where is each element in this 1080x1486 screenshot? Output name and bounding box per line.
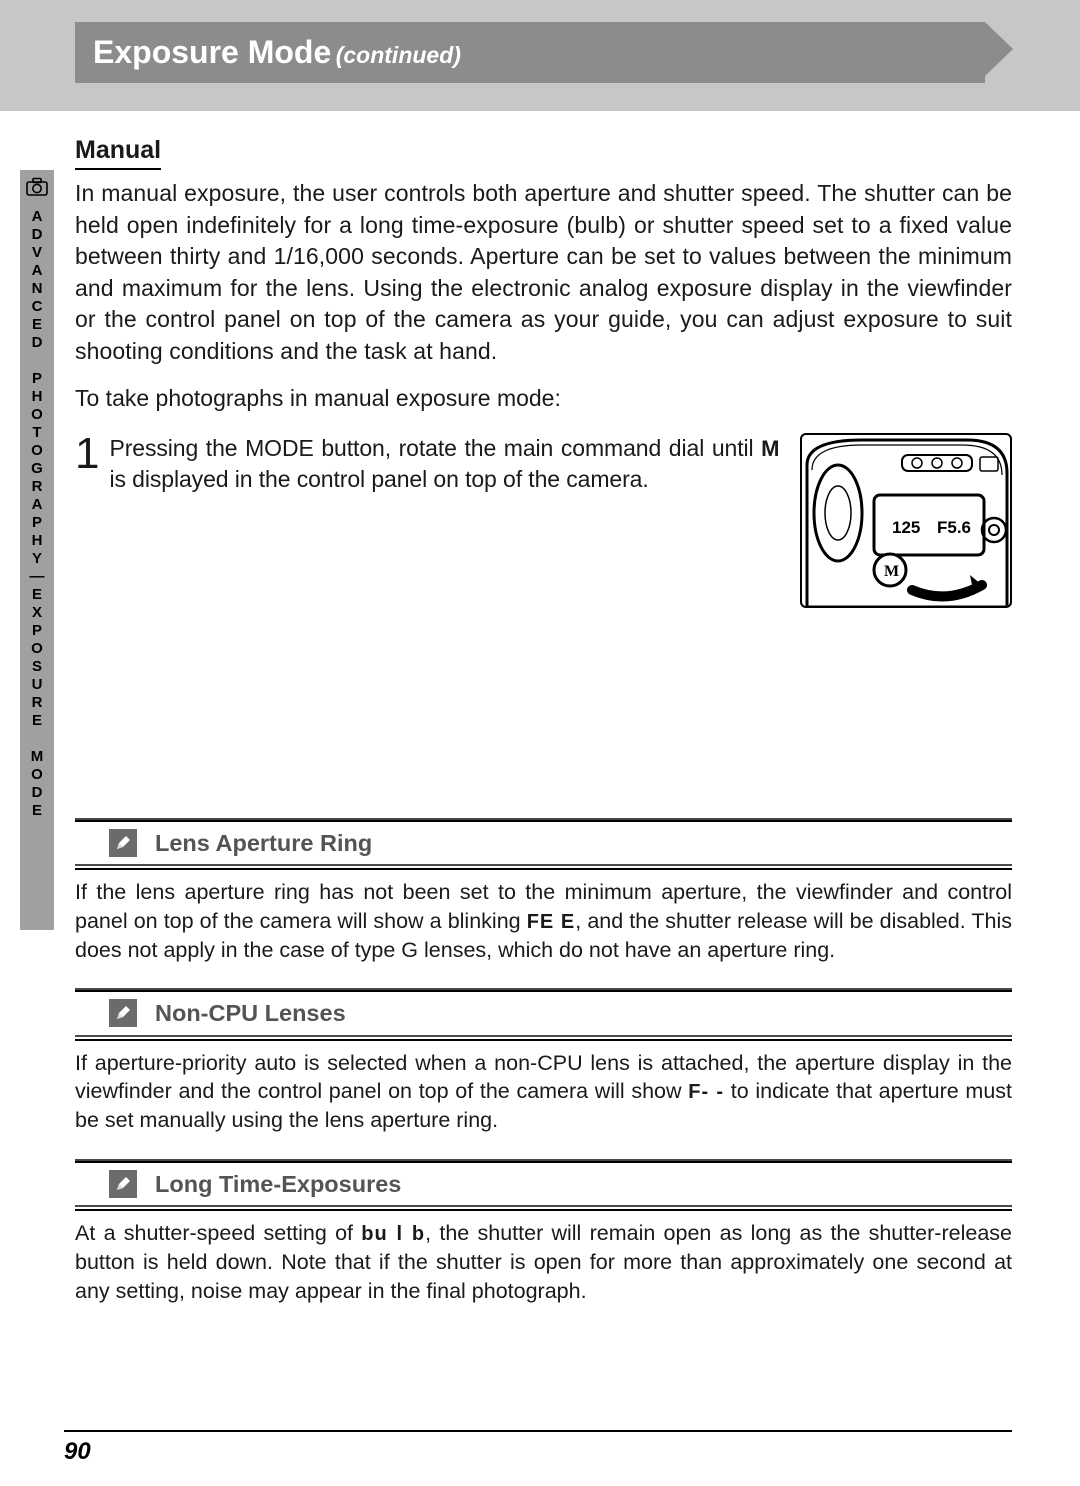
page-number: 90	[64, 1438, 91, 1466]
section-heading-manual: Manual	[75, 133, 161, 170]
header-ribbon: Exposure Mode (continued)	[75, 22, 985, 83]
subheader-title-long: Long Time-Exposures	[155, 1168, 401, 1200]
step-text: Pressing the MODE button, rotate the mai…	[109, 433, 790, 496]
pencil-icon	[109, 999, 137, 1027]
page-header-area: Exposure Mode (continued)	[0, 0, 1080, 111]
manual-intro: In manual exposure, the user controls bo…	[75, 178, 1012, 367]
lens-body: If the lens aperture ring has not been s…	[75, 870, 1012, 970]
header-subtitle: (continued)	[336, 42, 461, 68]
fdash-glyph: F- -	[688, 1081, 724, 1103]
fee-glyph: FE E	[527, 911, 576, 933]
side-tab: ADVANCED PHOTOGRAPHY—EXPOSURE MODE	[20, 170, 54, 930]
step-1-row: 1 Pressing the MODE button, rotate the m…	[75, 433, 1012, 608]
subheader-noncpu: Non-CPU Lenses	[75, 988, 1012, 1040]
subheader-title-lens: Lens Aperture Ring	[155, 827, 372, 859]
pencil-icon	[109, 1170, 137, 1198]
long-body: At a shutter-speed setting of bu l b, th…	[75, 1211, 1012, 1311]
bulb-glyph: bu l b	[361, 1223, 425, 1245]
step-text-a: Pressing the MODE button, rotate the mai…	[109, 435, 761, 461]
lcd-left: 125	[892, 518, 920, 537]
step-text-b: is displayed in the control panel on top…	[109, 466, 648, 492]
page-content: Manual In manual exposure, the user cont…	[0, 111, 1080, 1311]
subheader-lens: Lens Aperture Ring	[75, 818, 1012, 870]
pencil-icon	[109, 829, 137, 857]
mode-m-glyph: M	[761, 436, 780, 461]
long-body-a: At a shutter-speed setting of	[75, 1221, 361, 1245]
side-tab-text: ADVANCED PHOTOGRAPHY—EXPOSURE MODE	[29, 208, 46, 820]
subheader-title-noncpu: Non-CPU Lenses	[155, 997, 346, 1029]
svg-text:M: M	[884, 563, 899, 580]
noncpu-body: If aperture-priority auto is selected wh…	[75, 1041, 1012, 1141]
step-number: 1	[75, 434, 99, 474]
page-footer-rule	[64, 1430, 1012, 1432]
header-title: Exposure Mode	[93, 34, 331, 70]
camera-illustration: 125 F5.6 M	[800, 433, 1012, 608]
camera-mini-icon	[26, 177, 48, 197]
subheader-long: Long Time-Exposures	[75, 1159, 1012, 1211]
manual-lead: To take photographs in manual exposure m…	[75, 383, 1012, 415]
lcd-right: F5.6	[937, 518, 971, 537]
